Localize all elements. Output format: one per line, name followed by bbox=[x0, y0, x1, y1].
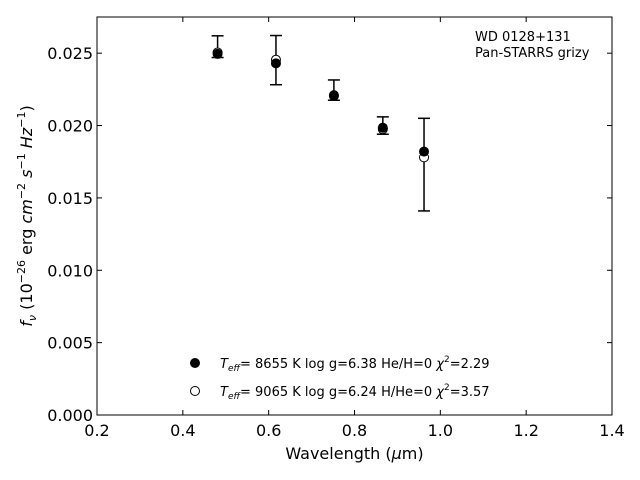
x-tick-label: 0.6 bbox=[256, 421, 281, 440]
y-tick-label: 0.015 bbox=[47, 189, 93, 208]
x-tick-label: 1.4 bbox=[599, 421, 624, 440]
plot-frame bbox=[96, 16, 613, 416]
model-point-filled bbox=[270, 58, 281, 69]
model-point-filled bbox=[419, 146, 430, 157]
model-point-filled bbox=[212, 48, 223, 59]
y-tick-label: 0.000 bbox=[47, 406, 93, 425]
legend-entry-2: Teff= 9065 K log g=6.24 H/He=0 χ2=3.57 bbox=[220, 383, 490, 402]
legend-marker-filled bbox=[190, 358, 200, 368]
x-tick-label: 0.2 bbox=[84, 421, 109, 440]
x-axis-ticks: 0.2 0.4 0.6 0.8 1.0 1.2 1.4 bbox=[84, 17, 625, 440]
legend-entry-1: Teff= 8655 K log g=6.38 He/H=0 χ2=2.29 bbox=[220, 355, 490, 374]
y-tick-label: 0.020 bbox=[47, 117, 93, 136]
x-tick-label: 1.2 bbox=[513, 421, 538, 440]
data-markers bbox=[212, 47, 430, 163]
annotation-survey: Pan-STARRS grizy bbox=[475, 46, 590, 61]
x-tick-label: 0.4 bbox=[170, 421, 195, 440]
y-tick-label: 0.025 bbox=[47, 44, 93, 63]
error-bars bbox=[211, 34, 431, 212]
y-tick-label: 0.010 bbox=[47, 261, 93, 280]
x-tick-label: 1.0 bbox=[428, 421, 453, 440]
annotation-object: WD 0128+131 bbox=[475, 30, 571, 45]
x-tick-label: 0.8 bbox=[342, 421, 367, 440]
error-bar bbox=[418, 117, 431, 212]
legend-marker-open bbox=[190, 386, 200, 396]
y-tick-label: 0.005 bbox=[47, 334, 93, 353]
model-point-filled bbox=[377, 122, 388, 133]
x-axis-label: Wavelength (μm) bbox=[285, 444, 423, 463]
legend: Teff= 8655 K log g=6.38 He/H=0 χ2=2.29 T… bbox=[190, 355, 490, 402]
y-axis-ticks: 0.000 0.005 0.010 0.015 0.020 0.025 bbox=[47, 44, 612, 425]
model-point-filled bbox=[328, 90, 339, 101]
y-axis-label: fν (10−26 erg cm−2 s−1 Hz−1) bbox=[15, 105, 39, 326]
